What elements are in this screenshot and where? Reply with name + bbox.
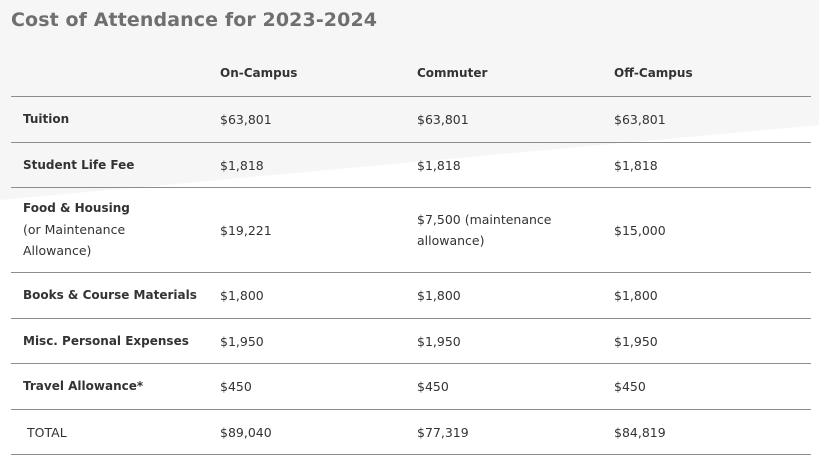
cost-table: On-Campus Commuter Off-Campus Tuition $63… (11, 50, 811, 455)
row-label-text: Food & Housing (23, 201, 130, 215)
header-cell: Off-Campus (614, 50, 811, 97)
header-cell: Commuter (417, 50, 614, 97)
cost-cell: $19,221 (220, 187, 417, 273)
cost-cell: $450 (417, 363, 614, 410)
row-label: Misc. Personal Expenses (11, 318, 220, 364)
row-label: TOTAL (11, 409, 220, 455)
cost-cell: $84,819 (614, 409, 811, 455)
row-label-text: Misc. Personal Expenses (23, 333, 189, 348)
cost-cell: $1,950 (417, 318, 614, 364)
table-row: Student Life Fee $1,818 $1,818 $1,818 (11, 142, 811, 188)
header-cell: On-Campus (220, 50, 417, 97)
cost-cell: $89,040 (220, 409, 417, 455)
cost-cell: $7,500 (maintenance allowance) (417, 187, 614, 273)
cost-cell: $1,950 (220, 318, 417, 364)
row-label: Food & Housing (or Maintenance Allowance) (11, 187, 220, 273)
cost-cell: $15,000 (614, 187, 811, 273)
cost-cell: $1,818 (614, 142, 811, 188)
row-label-text: Student Life Fee (23, 157, 135, 172)
cost-cell: $63,801 (220, 96, 417, 143)
row-label-text: Tuition (23, 112, 70, 126)
row-label: Books & Course Materials (11, 272, 220, 319)
cost-cell: $63,801 (417, 96, 614, 143)
row-label-text: Travel Allowance* (23, 379, 144, 393)
table-row: TOTAL $89,040 $77,319 $84,819 (11, 409, 811, 455)
cost-cell: $1,818 (417, 142, 614, 188)
cost-cell: $1,950 (614, 318, 811, 364)
table-row: Books & Course Materials $1,800 $1,800 $1,8… (11, 272, 811, 319)
row-label: Student Life Fee (11, 142, 220, 188)
cost-cell: $63,801 (614, 96, 811, 143)
row-label: Travel Allowance* (11, 363, 220, 410)
cost-cell: $77,319 (417, 409, 614, 455)
cost-cell: $1,800 (417, 272, 614, 319)
header-row: On-Campus Commuter Off-Campus (11, 50, 811, 97)
row-label: Tuition (11, 96, 220, 143)
table-body: Tuition $63,801 $63,801 $63,801 Student Life… (11, 96, 811, 455)
table-row: Food & Housing (or Maintenance Allowance)… (11, 187, 811, 273)
row-label-note: (or Maintenance Allowance) (23, 222, 126, 258)
page-title: Cost of Attendance for 2023-2024 (11, 9, 378, 31)
row-label-text: TOTAL (27, 424, 67, 440)
header-cell (11, 50, 220, 97)
row-label-text: Books & Course Materials (23, 288, 197, 302)
cost-cell: $1,818 (220, 142, 417, 188)
table-row: Travel Allowance* $450 $450 $450 (11, 363, 811, 410)
table-row: Tuition $63,801 $63,801 $63,801 (11, 96, 811, 143)
cost-cell: $1,800 (614, 272, 811, 319)
cost-cell: $450 (220, 363, 417, 410)
cost-cell: $450 (614, 363, 811, 410)
table-row: Misc. Personal Expenses $1,950 $1,950 $1,95… (11, 318, 811, 364)
cost-cell: $1,800 (220, 272, 417, 319)
